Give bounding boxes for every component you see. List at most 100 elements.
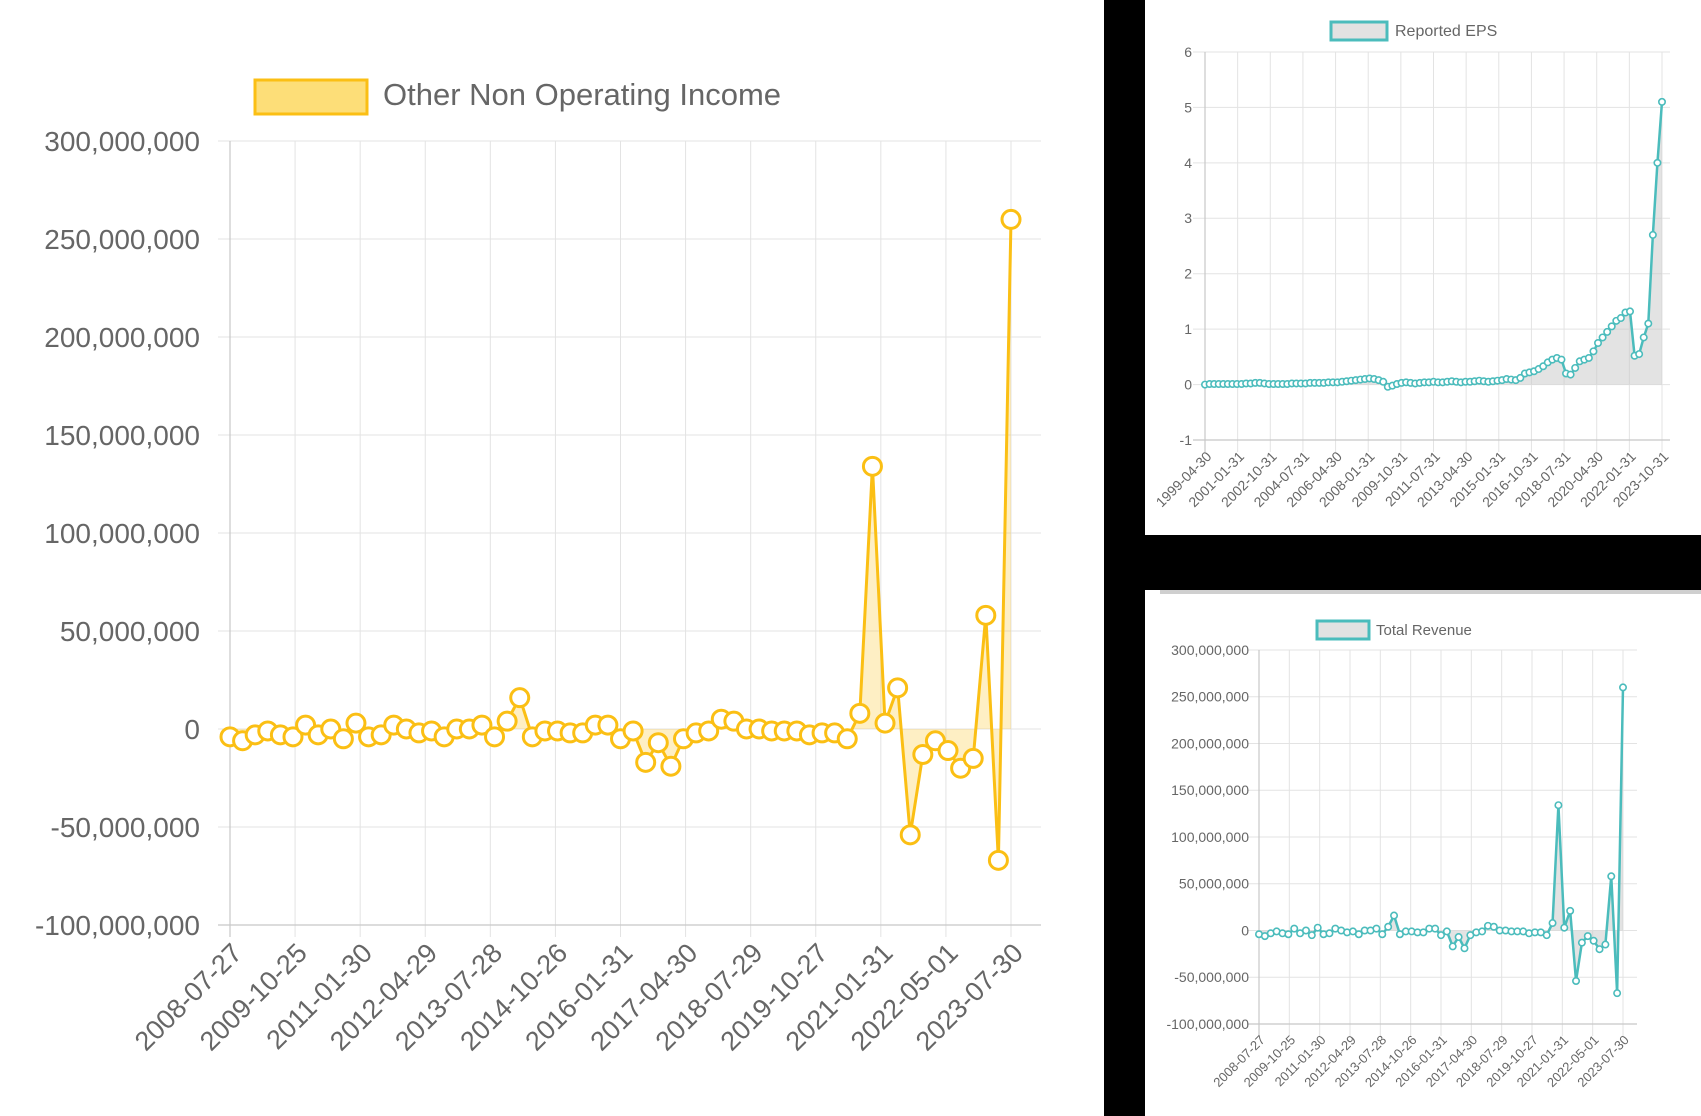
data-point[interactable] <box>1548 919 1557 928</box>
data-point[interactable] <box>1390 911 1399 920</box>
data-point[interactable] <box>1325 929 1334 938</box>
data-point[interactable] <box>1584 353 1593 362</box>
legend-swatch[interactable] <box>1315 619 1371 641</box>
data-point[interactable] <box>1653 158 1662 167</box>
data-point[interactable] <box>861 455 883 477</box>
data-point[interactable] <box>1572 976 1581 985</box>
data-point[interactable] <box>1290 924 1299 933</box>
data-point[interactable] <box>509 687 531 709</box>
y-tick-label: 150,000,000 <box>1171 782 1249 798</box>
data-point[interactable] <box>1594 338 1603 347</box>
data-point[interactable] <box>1442 927 1451 936</box>
data-point[interactable] <box>1589 347 1598 356</box>
data-point[interactable] <box>635 751 657 773</box>
data-point[interactable] <box>1626 307 1635 316</box>
y-tick-label: 250,000,000 <box>44 224 200 255</box>
data-point[interactable] <box>332 728 354 750</box>
data-point[interactable] <box>987 849 1009 871</box>
y-tick-label: 4 <box>1184 155 1192 171</box>
legend[interactable]: Reported EPS <box>1329 20 1497 42</box>
data-point[interactable] <box>698 720 720 742</box>
data-point[interactable] <box>1301 926 1310 935</box>
data-point[interactable] <box>1560 923 1569 932</box>
data-point[interactable] <box>1431 924 1440 933</box>
data-point[interactable] <box>1354 930 1363 939</box>
y-tick-label: 0 <box>1241 922 1249 938</box>
data-point[interactable] <box>484 726 506 748</box>
data-point[interactable] <box>1566 370 1575 379</box>
chart-panel-reported-eps: Reported EPS 6 5 4 3 2 1 0 -1 1999-04-30 2001-01… <box>1145 0 1701 535</box>
data-point[interactable] <box>345 712 367 734</box>
data-point[interactable] <box>1489 922 1498 931</box>
data-point[interactable] <box>1618 683 1627 692</box>
data-point[interactable] <box>1516 373 1525 382</box>
data-point[interactable] <box>1419 928 1428 937</box>
data-point[interactable] <box>887 677 909 699</box>
data-point[interactable] <box>1478 927 1487 936</box>
data-point[interactable] <box>1595 945 1604 954</box>
data-point[interactable] <box>1657 97 1666 106</box>
y-tick-label: 6 <box>1184 44 1192 60</box>
legend[interactable]: Total Revenue <box>1315 619 1472 641</box>
y-tick-label: 0 <box>1184 376 1192 392</box>
legend-swatch[interactable] <box>253 78 369 116</box>
data-point[interactable] <box>1454 933 1463 942</box>
data-point[interactable] <box>1000 208 1022 230</box>
data-point[interactable] <box>1566 906 1575 915</box>
data-point[interactable] <box>1583 932 1592 941</box>
data-point[interactable] <box>1635 350 1644 359</box>
data-point[interactable] <box>899 824 921 846</box>
data-point[interactable] <box>1557 355 1566 364</box>
data-point[interactable] <box>1542 931 1551 940</box>
y-tick-label: 250,000,000 <box>1171 689 1249 705</box>
data-point[interactable] <box>1284 930 1293 939</box>
data-point[interactable] <box>874 712 896 734</box>
data-point[interactable] <box>496 710 518 732</box>
y-tick-label: -1 <box>1180 432 1193 448</box>
series-area <box>1205 101 1662 387</box>
data-point[interactable] <box>1644 319 1653 328</box>
data-point[interactable] <box>1460 944 1469 953</box>
y-tick-label: -100,000,000 <box>1166 1016 1249 1032</box>
data-point[interactable] <box>647 732 669 754</box>
data-point[interactable] <box>1379 377 1388 386</box>
data-point[interactable] <box>912 743 934 765</box>
data-point[interactable] <box>1307 931 1316 940</box>
data-point[interactable] <box>1313 923 1322 932</box>
data-point[interactable] <box>1607 322 1616 331</box>
data-point[interactable] <box>1589 936 1598 945</box>
data-point[interactable] <box>1613 989 1622 998</box>
data-point[interactable] <box>1448 942 1457 951</box>
y-tick-label: -100,000,000 <box>35 910 200 941</box>
data-point[interactable] <box>471 714 493 736</box>
data-point[interactable] <box>660 755 682 777</box>
data-point[interactable] <box>836 728 858 750</box>
data-point[interactable] <box>1372 924 1381 933</box>
data-point[interactable] <box>1616 314 1625 323</box>
data-point[interactable] <box>1378 930 1387 939</box>
data-point[interactable] <box>849 702 871 724</box>
legend-swatch[interactable] <box>1329 20 1389 42</box>
data-point[interactable] <box>622 720 644 742</box>
data-point[interactable] <box>975 604 997 626</box>
y-tick-label: 5 <box>1184 99 1192 115</box>
data-point[interactable] <box>937 740 959 762</box>
data-point[interactable] <box>597 714 619 736</box>
data-point[interactable] <box>1603 327 1612 336</box>
data-point[interactable] <box>1648 230 1657 239</box>
data-point[interactable] <box>1639 333 1648 342</box>
data-point[interactable] <box>282 726 304 748</box>
legend-label: Other Non Operating Income <box>383 77 781 112</box>
data-point[interactable] <box>1598 333 1607 342</box>
data-point[interactable] <box>1571 363 1580 372</box>
data-point[interactable] <box>1554 801 1563 810</box>
data-point[interactable] <box>1436 931 1445 940</box>
data-point[interactable] <box>1601 940 1610 949</box>
data-point[interactable] <box>1577 938 1586 947</box>
legend[interactable]: Other Non Operating Income <box>253 77 781 116</box>
data-point[interactable] <box>962 747 984 769</box>
data-point[interactable] <box>1384 922 1393 931</box>
y-tick-label: 50,000,000 <box>60 616 200 647</box>
data-point[interactable] <box>1607 872 1616 881</box>
